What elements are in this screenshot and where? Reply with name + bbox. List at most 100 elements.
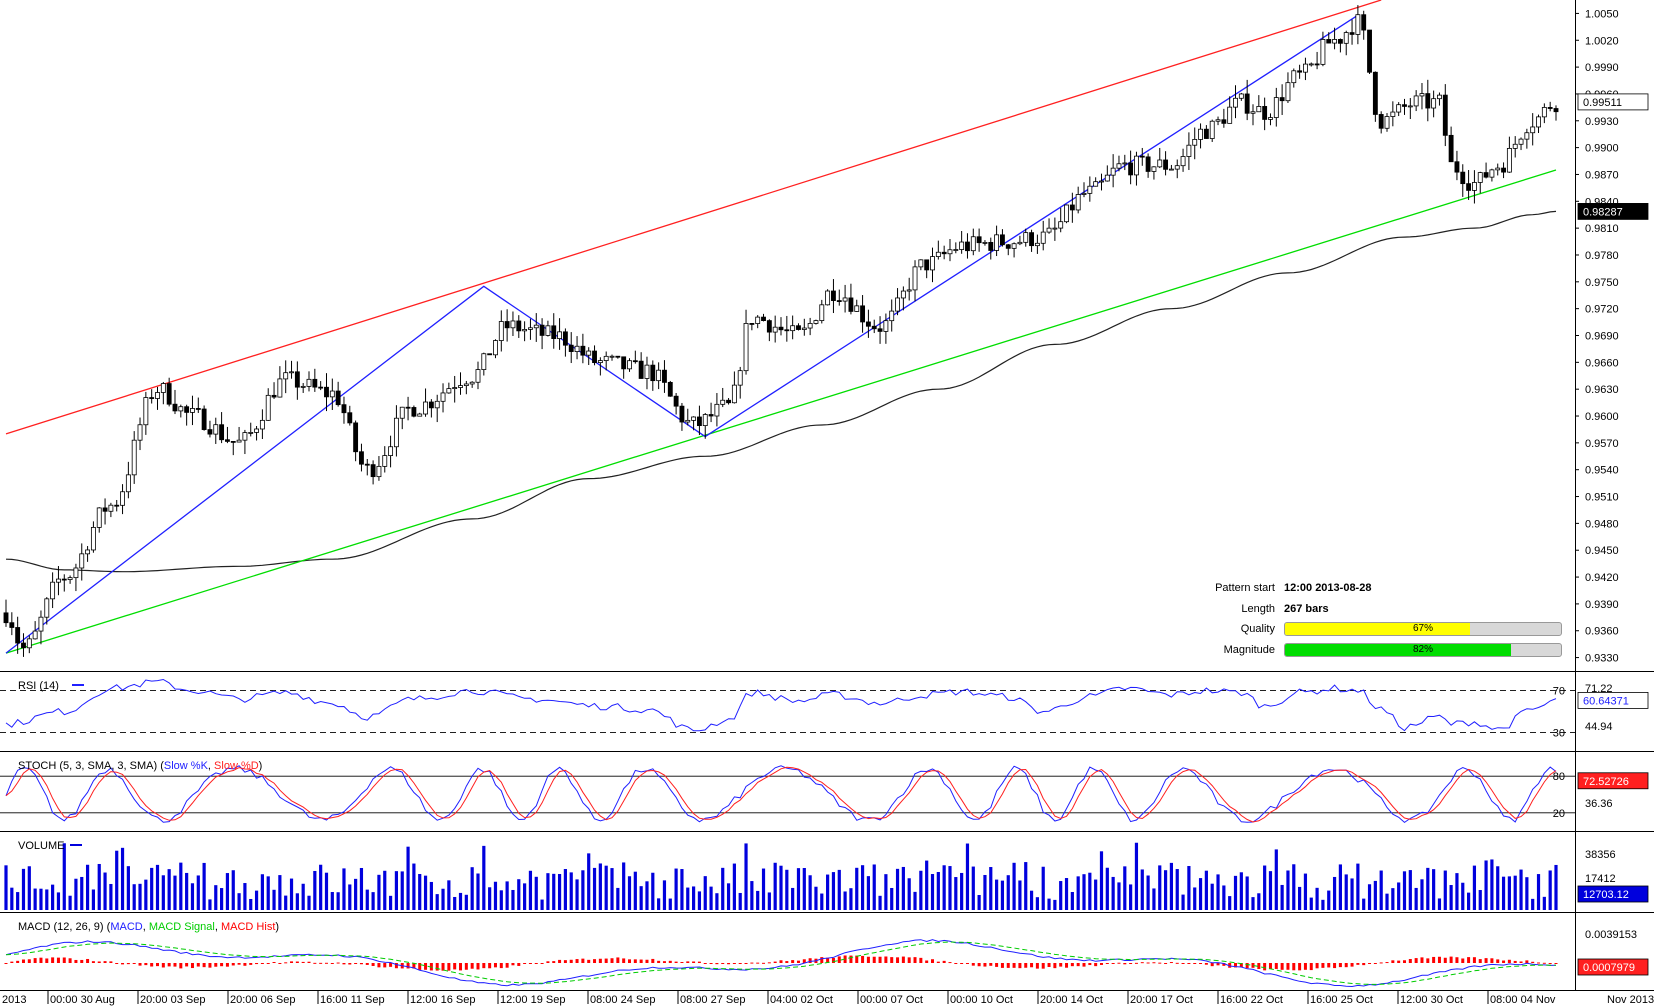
stoch-title: STOCH (5, 3, SMA, 3, SMA) (Slow %K, Slow… xyxy=(18,760,262,772)
candle-body xyxy=(743,323,749,372)
candle-body xyxy=(679,405,685,423)
macd-hist-bar xyxy=(517,963,521,966)
volume-bar xyxy=(814,886,818,910)
volume-bar xyxy=(592,867,597,910)
macd-hist-bar xyxy=(126,963,130,965)
candle-body xyxy=(324,386,329,398)
volume-bar xyxy=(1099,851,1104,910)
macd-hist-bar xyxy=(330,963,334,964)
macd-hist-bar xyxy=(33,958,37,963)
x-axis-label: 08:00 04 Nov xyxy=(1490,994,1556,1006)
candle-body xyxy=(528,327,533,330)
macd-hist-bar xyxy=(1420,957,1424,963)
macd-hist-bar xyxy=(1129,963,1133,965)
candle-body xyxy=(143,397,149,426)
volume-bar xyxy=(126,866,130,910)
candle-body xyxy=(213,424,219,435)
candle-body xyxy=(842,297,848,302)
candle-body xyxy=(1308,63,1314,66)
volume-bar xyxy=(342,868,346,910)
candle-body xyxy=(1326,39,1332,44)
candle-body xyxy=(1198,128,1203,140)
quality-label: Quality xyxy=(1240,623,1275,635)
volume-bar xyxy=(1350,878,1354,910)
candle-body xyxy=(761,316,766,322)
volume-bar xyxy=(995,879,999,910)
macd-hist-bar xyxy=(1484,958,1488,963)
candle-body xyxy=(452,387,458,390)
stoch-legend-part: , xyxy=(208,760,214,772)
macd-hist-bar xyxy=(1076,963,1080,967)
current-price-badge-box xyxy=(1577,93,1649,111)
price-tick-label: 0.9870 xyxy=(1585,169,1619,181)
macd-hist-bar xyxy=(1257,963,1261,970)
candle-body xyxy=(364,463,370,466)
candle-body xyxy=(545,325,551,336)
candle-body xyxy=(1501,167,1506,173)
macd-hist-bar xyxy=(756,962,760,964)
candle-body xyxy=(388,446,394,456)
candle-body xyxy=(248,432,254,434)
candle-body xyxy=(393,417,399,448)
moving-average-badge-box xyxy=(1577,203,1649,220)
volume-bar xyxy=(948,866,952,910)
macd-hist-bar xyxy=(942,960,946,963)
candle-body xyxy=(1145,156,1151,172)
volume-bar xyxy=(1006,875,1010,910)
volume-badge: 12703.12 xyxy=(1583,889,1629,901)
volume-bar xyxy=(633,871,637,910)
volume-bar xyxy=(849,888,853,910)
macd-hist-bar xyxy=(1152,962,1156,964)
candle-body xyxy=(1128,162,1134,176)
price-tick-label: 0.9930 xyxy=(1585,116,1619,128)
macd-hist-bar xyxy=(208,963,212,968)
rsi-badge-box xyxy=(1577,692,1649,709)
candle-body xyxy=(1291,70,1297,84)
macd-legend-part: ) xyxy=(275,921,279,933)
candle-body xyxy=(539,324,545,336)
candle-body xyxy=(1209,120,1215,139)
candle-body xyxy=(155,392,160,399)
stoch-legend-part: Slow %D xyxy=(214,760,259,772)
volume-bar xyxy=(1070,892,1074,910)
volume-bar xyxy=(249,898,253,910)
volume-bar xyxy=(517,879,521,910)
macd-hist-bar xyxy=(237,963,241,965)
candle-body xyxy=(73,567,79,579)
macd-hist-bar xyxy=(837,956,841,963)
volume-bar xyxy=(1129,884,1133,910)
candle-body xyxy=(382,455,388,467)
macd-hist-bar xyxy=(948,962,952,964)
volume-bar xyxy=(569,872,573,910)
candle-body xyxy=(289,371,294,374)
volume-bar xyxy=(1519,869,1523,910)
volume-bar xyxy=(499,890,503,910)
macd-hist-bar xyxy=(121,963,125,965)
macd-hist-bar xyxy=(1228,963,1232,968)
volume-bar xyxy=(971,866,975,910)
macd-hist-bar xyxy=(1070,963,1074,967)
macd-hist-bar xyxy=(931,959,935,963)
candle-body xyxy=(434,400,440,409)
volume-bar xyxy=(435,894,439,910)
macd-hist-bar xyxy=(103,961,107,963)
macd-hist-bar xyxy=(214,963,218,967)
macd-hist-bar xyxy=(1280,963,1284,970)
macd-hist-bar xyxy=(220,963,224,967)
macd-hist-bar xyxy=(179,963,183,969)
candle-body xyxy=(1419,93,1425,97)
candle-body xyxy=(720,399,726,405)
macd-hist-bar xyxy=(965,963,969,964)
macd-tick-label: 0.0039153 xyxy=(1585,929,1637,941)
candle-body xyxy=(912,266,918,291)
volume-bar xyxy=(21,868,26,910)
macd-hist-bar xyxy=(1251,963,1255,968)
macd-hist-bar xyxy=(1368,963,1372,964)
volume-bar xyxy=(1257,893,1261,910)
volume-bar xyxy=(103,872,107,910)
volume-bar xyxy=(330,892,334,910)
candle-body xyxy=(335,390,341,406)
macd-hist-bar xyxy=(1082,963,1086,967)
volume-bar xyxy=(1362,898,1366,910)
